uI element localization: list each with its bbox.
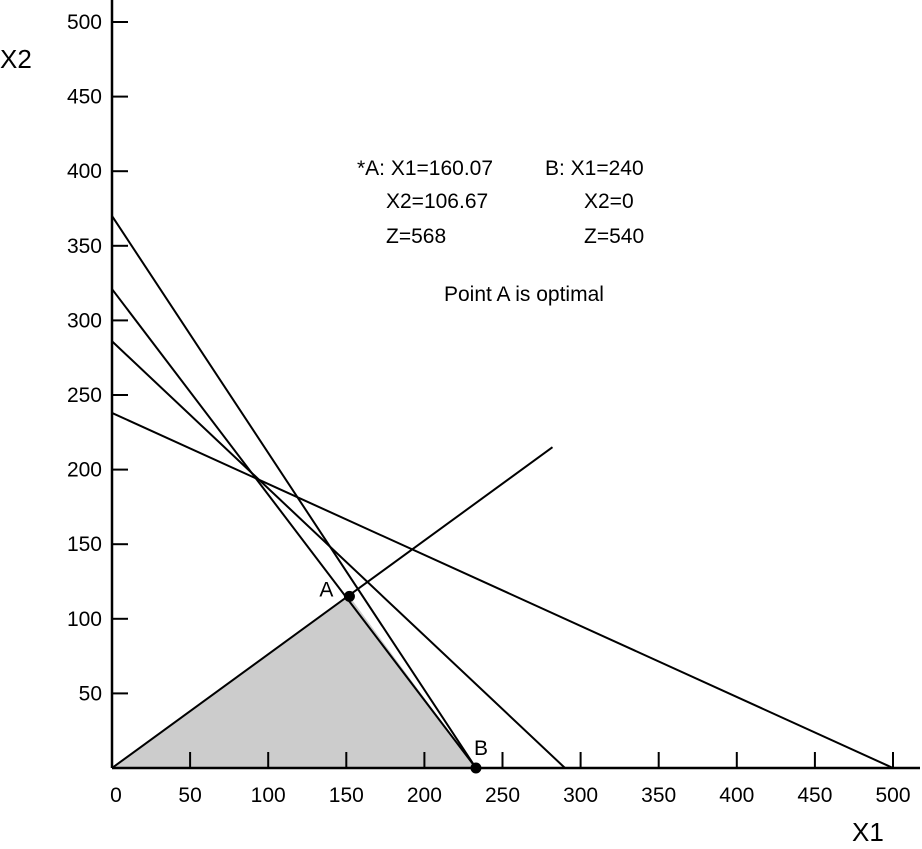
annotation-a-z: Z=568 <box>386 225 447 248</box>
x-tick-label-500: 500 <box>875 784 910 807</box>
y-tick-label-50: 50 <box>79 682 102 705</box>
point-a <box>343 590 355 602</box>
point-b <box>470 762 482 774</box>
x-tick-label-50: 50 <box>178 784 201 807</box>
annotation-b-x2: X2=0 <box>584 190 634 213</box>
x-tick-label-200: 200 <box>407 784 442 807</box>
x-tick-label-150: 150 <box>329 784 364 807</box>
annotation-b-z: Z=540 <box>584 225 645 248</box>
constraint-line-2 <box>111 288 477 769</box>
constraint-line-1 <box>111 215 477 769</box>
x-axis-title: X1 <box>852 817 884 847</box>
x-tick-label-300: 300 <box>563 784 598 807</box>
point-label-b: B <box>474 737 488 760</box>
y-tick-label-150: 150 <box>67 533 102 556</box>
x-tick-label-0: 0 <box>110 784 122 807</box>
y-tick-label-350: 350 <box>67 235 102 258</box>
constraint-line-4 <box>111 411 894 769</box>
constraint-line-3 <box>111 340 566 769</box>
annotation-a-x2: X2=106.67 <box>386 190 489 213</box>
y-tick-label-450: 450 <box>67 86 102 109</box>
annotation-b-x1: B: X1=240 <box>545 157 644 180</box>
point-label-a: A <box>319 578 333 601</box>
x-tick-label-450: 450 <box>797 784 832 807</box>
y-tick-label-100: 100 <box>67 608 102 631</box>
y-axis-title: X2 <box>0 44 32 74</box>
y-tick-label-500: 500 <box>67 11 102 34</box>
x-tick-label-250: 250 <box>485 784 520 807</box>
annotation-a-x1: *A: X1=160.07 <box>357 157 494 180</box>
x-tick-label-350: 350 <box>641 784 676 807</box>
y-tick-label-200: 200 <box>67 459 102 482</box>
constraint-line-5 <box>111 446 554 769</box>
y-tick-label-400: 400 <box>67 160 102 183</box>
annotation-conclusion: Point A is optimal <box>444 283 604 306</box>
y-tick-label-250: 250 <box>67 384 102 407</box>
x-tick-label-100: 100 <box>251 784 286 807</box>
feasible-region <box>112 596 476 768</box>
x-tick-label-400: 400 <box>719 784 754 807</box>
y-tick-label-300: 300 <box>67 309 102 332</box>
